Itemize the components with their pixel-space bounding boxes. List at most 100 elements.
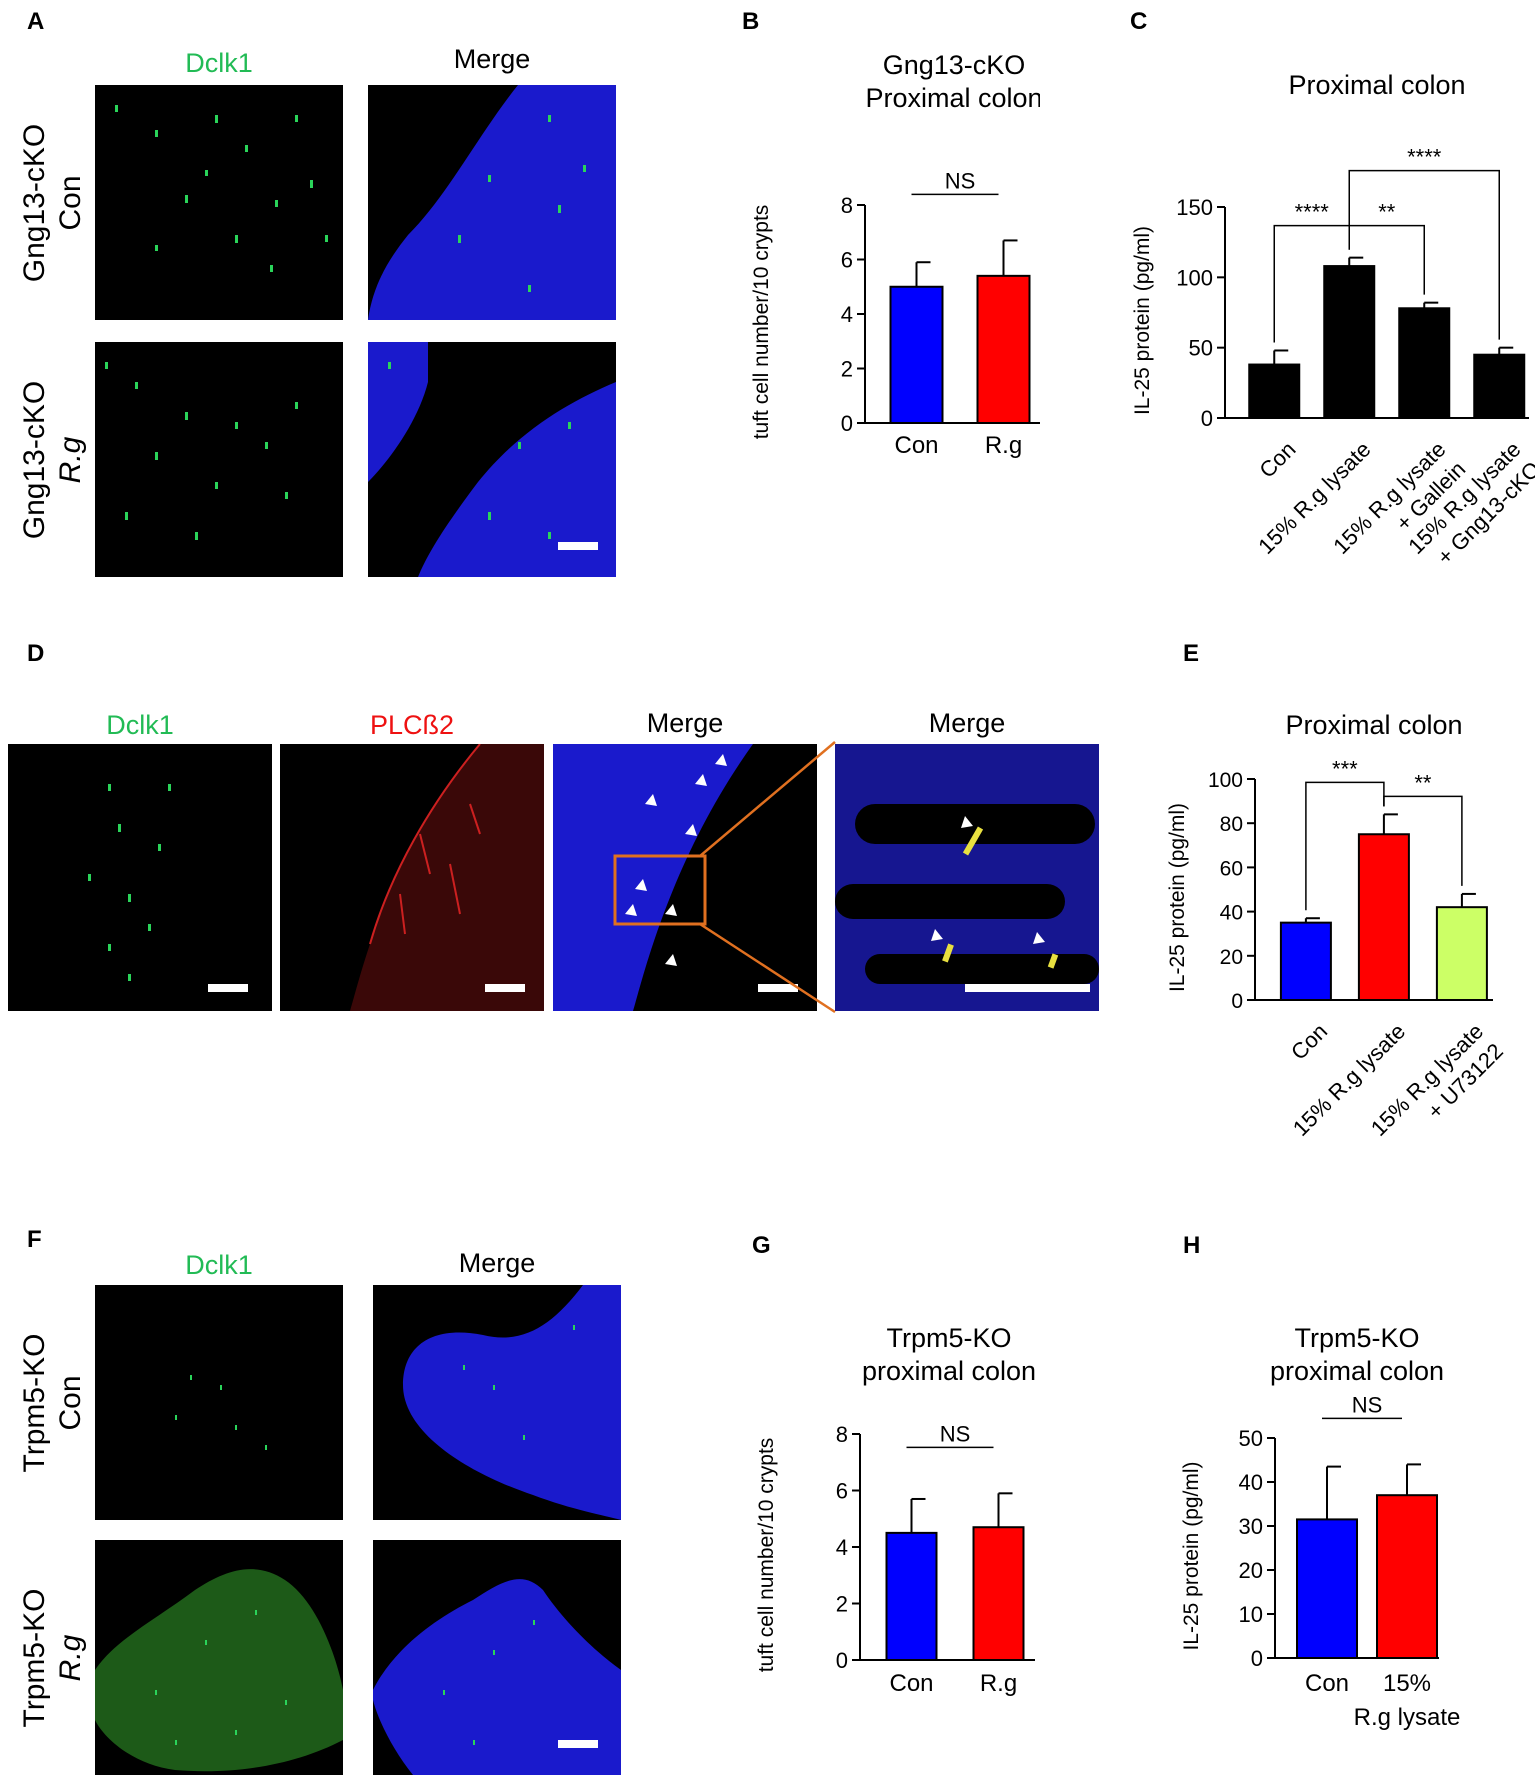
y-tick-label: 4	[841, 302, 853, 327]
y-tick-label: 100	[1176, 265, 1213, 290]
category-label: R.g lysate	[1354, 1704, 1461, 1731]
significance-label: ***	[1332, 756, 1358, 781]
scale-bar	[485, 984, 525, 992]
micrograph-d-merge-zoom	[835, 744, 1099, 1011]
category-label: Con	[1286, 1019, 1332, 1065]
y-axis-label: tuft cell number/10 crypts	[750, 205, 773, 440]
bar	[1473, 353, 1526, 420]
panel-a-row2-label: Gng13-cKO R.g	[18, 342, 88, 577]
row-label-line1: Trpm5-KO	[18, 1588, 51, 1727]
category-label: Con	[889, 1670, 933, 1697]
row-label-line1: Gng13-cKO	[18, 380, 51, 539]
comparison-bracket	[1305, 781, 1385, 911]
panel-letter-f: F	[27, 1226, 42, 1253]
panel-d-col-merge: Merge	[646, 708, 724, 738]
chart-title: Proximal colon	[1288, 70, 1465, 100]
bar	[972, 1526, 1025, 1661]
chart-e-il25-proximal: Proximal colon 0 20 40 60 80 100 IL-25 protein …	[1166, 710, 1508, 1141]
scale-bar	[558, 1740, 598, 1748]
chart-title: proximal colon	[862, 1356, 1035, 1386]
category-label: Con	[894, 432, 938, 459]
panel-d-col-plcb2: PLCß2	[369, 710, 455, 740]
category-label: R.g	[980, 1670, 1017, 1697]
y-tick-label: 0	[1201, 406, 1213, 431]
panel-d-col-merge-zoom: Merge	[928, 708, 1006, 738]
micrograph-a-merge-con	[368, 85, 616, 320]
bar	[1248, 363, 1301, 419]
panel-letter-h: H	[1183, 1232, 1201, 1259]
y-tick-label: 40	[1239, 1470, 1263, 1495]
y-tick-label: 20	[1220, 946, 1243, 969]
significance-label: ****	[1295, 200, 1330, 225]
micrograph-f-dclk1-con	[95, 1285, 343, 1520]
micrograph-d-dclk1	[8, 744, 272, 1011]
y-tick-label: 20	[1239, 1558, 1263, 1583]
y-tick-label: 2	[836, 1592, 848, 1617]
panel-letter-e: E	[1183, 640, 1200, 667]
micrograph-f-merge-con	[373, 1285, 621, 1520]
chart-title: proximal colon	[1270, 1356, 1444, 1386]
panel-f-col-dclk1: Dclk1	[185, 1250, 253, 1280]
row-label-line2: R.g	[54, 436, 87, 483]
micrograph-f-merge-rg	[373, 1540, 621, 1775]
chart-title: Gng13-cKO	[883, 50, 1026, 80]
bar	[885, 1531, 938, 1661]
bar	[976, 274, 1031, 424]
panel-letter-g: G	[752, 1232, 771, 1259]
chart-title: Proximal colon	[1285, 710, 1462, 740]
panel-f-row1-label: Trpm5-KO Con	[18, 1285, 88, 1520]
bar	[1279, 921, 1332, 1001]
panel-letter-b: B	[742, 8, 760, 35]
y-tick-label: 6	[841, 248, 853, 273]
y-tick-label: 6	[836, 1479, 848, 1504]
panel-a-row1-label: Gng13-cKO Con	[18, 85, 88, 320]
scale-bar	[965, 984, 1090, 992]
panel-a-col-dclk1: Dclk1	[185, 48, 253, 78]
y-tick-label: 4	[836, 1535, 848, 1560]
y-axis-label: IL-25 protein (pg/ml)	[1180, 1461, 1203, 1650]
panel-f-col-merge: Merge	[458, 1248, 536, 1278]
micrograph-f-dclk1-rg	[95, 1540, 343, 1775]
bar	[1398, 307, 1451, 419]
panel-letter-a: A	[27, 8, 45, 35]
row-label-line2: Con	[54, 174, 87, 231]
micrograph-d-plcb2	[280, 744, 544, 1011]
bar	[1323, 265, 1376, 419]
y-tick-label: 8	[841, 193, 853, 218]
chart-title: Proximal colon	[865, 83, 1040, 113]
y-tick-label: 30	[1239, 1514, 1263, 1539]
y-tick-label: 0	[836, 1648, 848, 1673]
panel-letter-d: D	[27, 640, 45, 667]
bar	[889, 285, 944, 424]
category-label: 15%	[1383, 1670, 1431, 1697]
panel-letter-c: C	[1130, 8, 1148, 35]
significance-label: **	[1414, 770, 1432, 795]
row-label-line1: Gng13-cKO	[18, 123, 51, 282]
category-label: R.g	[985, 432, 1022, 459]
y-tick-label: 60	[1220, 857, 1243, 880]
y-axis-label: IL-25 protein (pg/ml)	[1131, 226, 1154, 415]
bar	[1376, 1494, 1438, 1659]
y-tick-label: 0	[1251, 1646, 1263, 1671]
row-label-line2: Con	[54, 1374, 87, 1431]
panel-d-col-dclk1: Dclk1	[106, 710, 174, 740]
y-tick-label: 8	[836, 1422, 848, 1447]
panel-a-col-merge: Merge	[453, 44, 531, 74]
category-label: Con	[1254, 437, 1300, 483]
bar	[1435, 906, 1488, 1001]
category-label-line: Con	[1254, 437, 1300, 483]
chart-c-il25-proximal: Proximal colon 0 50 100 150 IL-25 protein (pg…	[1131, 70, 1535, 569]
y-tick-label: 40	[1220, 902, 1243, 925]
y-tick-label: 0	[1231, 990, 1243, 1013]
micrograph-a-merge-rg	[368, 342, 616, 577]
micrograph-a-dclk1-rg	[95, 342, 343, 577]
comparison-bracket	[1348, 169, 1500, 340]
bar	[1357, 833, 1410, 1001]
significance-label: ****	[1407, 145, 1442, 170]
y-tick-label: 10	[1239, 1602, 1263, 1627]
y-tick-label: 100	[1208, 769, 1243, 792]
chart-title: Trpm5-KO	[1294, 1323, 1419, 1353]
significance-label: NS	[1352, 1392, 1383, 1417]
